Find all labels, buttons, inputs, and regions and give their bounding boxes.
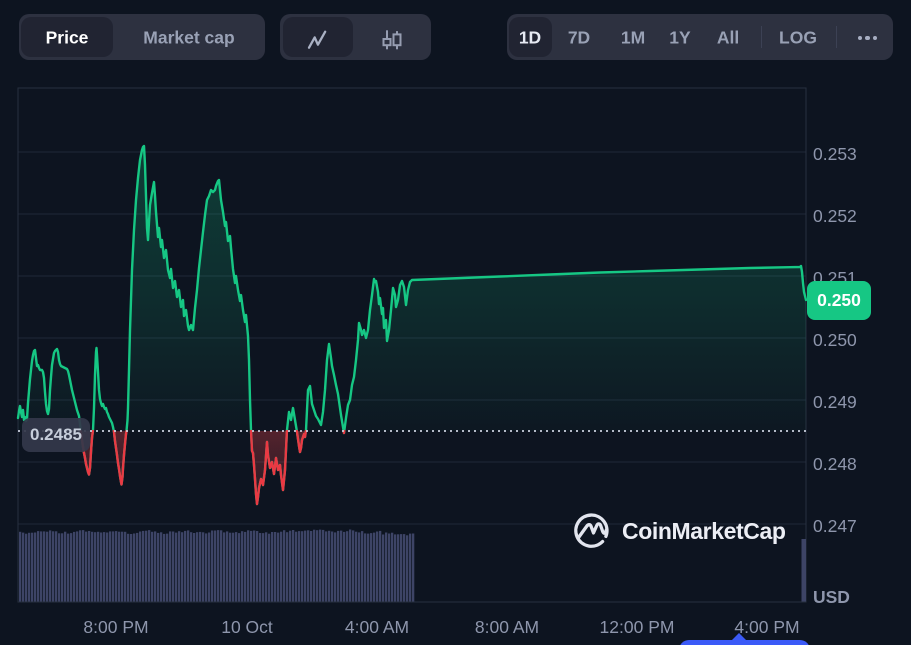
svg-text:CoinMarketCap: CoinMarketCap bbox=[622, 518, 786, 544]
